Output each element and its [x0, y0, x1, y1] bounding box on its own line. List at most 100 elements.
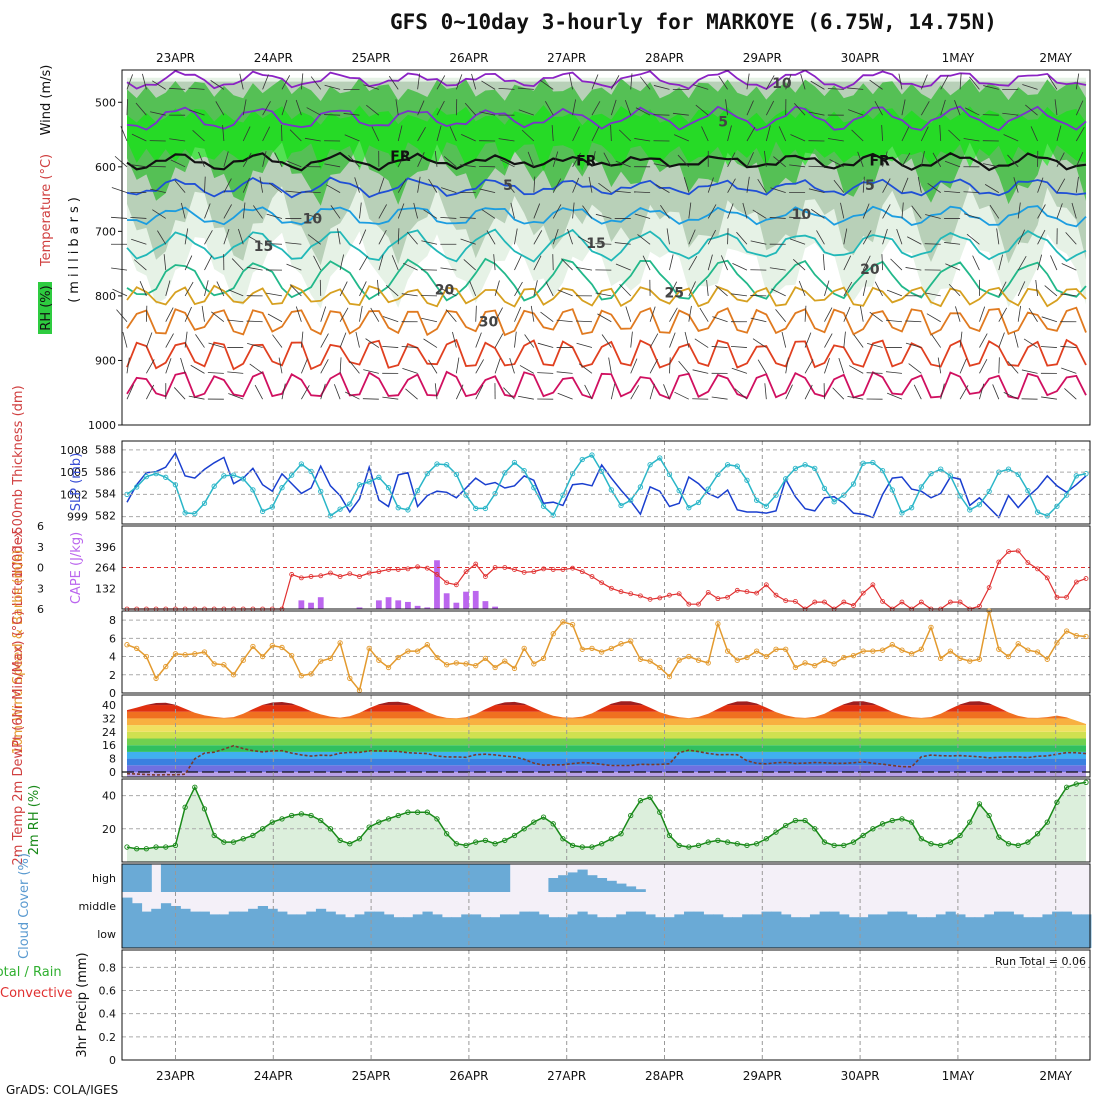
wind-barb — [382, 316, 399, 323]
wind-barb — [262, 101, 271, 116]
wind-barb — [533, 203, 541, 219]
cloud-bar-low — [567, 920, 579, 948]
wind-barb — [769, 217, 786, 219]
wind-barb — [998, 254, 1004, 271]
slp-point — [831, 499, 837, 505]
slp-tick-label: 1008 — [60, 444, 88, 457]
wind-speed-point — [657, 664, 663, 671]
cloud-bar-low — [383, 920, 394, 948]
wind-speed-point — [385, 664, 392, 671]
rh2m-point — [734, 841, 740, 847]
cape-bar — [317, 597, 324, 609]
wind-barb — [750, 240, 767, 245]
cloud-bar-middle — [819, 911, 830, 920]
slp-point — [192, 510, 198, 517]
cloud-bar-high — [432, 864, 443, 892]
wind-barb — [572, 177, 580, 193]
contour-label: 20 — [435, 282, 455, 298]
wind-barb — [204, 203, 211, 219]
cloud-bar-low — [654, 920, 666, 948]
wind-barb — [545, 101, 554, 116]
wind-barb — [731, 293, 748, 297]
cloud-bar-low — [955, 920, 966, 948]
wind-barb — [804, 332, 812, 348]
date-label-bottom: 29APR — [743, 1069, 782, 1083]
lifted-index-point — [647, 596, 653, 602]
rh2m-point — [957, 832, 963, 839]
wind-barb — [983, 163, 999, 168]
wind-barb — [514, 331, 517, 348]
rh2m-point — [666, 832, 673, 839]
cloud-bar-low — [616, 920, 627, 948]
date-label-top: 1MAY — [942, 51, 975, 65]
wind10m-frame — [121, 610, 1091, 694]
wind-barb — [441, 288, 457, 297]
wind-barb — [677, 154, 690, 168]
wind-barb — [964, 213, 980, 219]
wind-barb — [514, 255, 522, 271]
wind-speed-point — [879, 647, 886, 653]
lifted-index-point — [783, 598, 789, 604]
wind-speed-point — [308, 671, 314, 677]
wind-barb — [750, 317, 767, 323]
wind-barb — [320, 359, 329, 374]
wind-barb — [227, 371, 244, 374]
wind-barb — [365, 338, 380, 348]
wind-barb — [874, 281, 883, 297]
wind-barb — [286, 160, 302, 168]
thickness-tick-label: 586 — [95, 466, 116, 479]
cloud-bar-high — [286, 864, 298, 892]
wind-barb — [406, 231, 418, 245]
wind-barb — [642, 255, 651, 271]
cloud-bar-middle — [248, 908, 259, 920]
wind-barb — [1056, 125, 1062, 142]
wind-barb — [862, 230, 872, 245]
rh2m-point — [473, 839, 479, 845]
lifted-index-point — [512, 567, 517, 572]
wind-barb — [595, 292, 612, 297]
slp-point — [986, 488, 992, 495]
wind-barb — [301, 385, 310, 400]
wind-barb — [927, 183, 941, 193]
wind-speed-point — [201, 649, 208, 655]
wind-speed-point — [792, 664, 799, 671]
wind-barb — [630, 358, 638, 374]
wind-barb — [731, 367, 748, 374]
temperature-band — [127, 758, 1086, 766]
cloud-bar-high — [616, 883, 627, 892]
rh2m-point — [986, 812, 992, 819]
cloud-bar-high — [180, 864, 191, 892]
wind-barb — [417, 73, 421, 90]
wind-barb — [1023, 338, 1038, 348]
cloud-bar-low — [761, 920, 772, 948]
wind-barb — [1061, 263, 1077, 271]
cloud-bar-high — [277, 864, 288, 892]
wind-barb — [992, 384, 1000, 400]
wind-speed-point — [230, 672, 237, 678]
rh-shading-bright — [127, 105, 1086, 172]
wind-barb — [524, 334, 535, 348]
cloud-bar-low — [635, 920, 646, 948]
date-label-top: 23APR — [156, 51, 195, 65]
wind-barb — [533, 230, 543, 245]
slp-point — [695, 499, 702, 506]
wind-barb — [969, 76, 980, 90]
lifted-index-point — [812, 599, 818, 605]
lifted-index-point — [851, 603, 856, 608]
wind-barb — [428, 178, 438, 193]
wind-barb — [242, 202, 246, 219]
upper-air-wind-barbs — [110, 73, 1085, 400]
wind-speed-point — [967, 658, 973, 664]
wind-barb — [706, 279, 709, 296]
cloud-bar-middle — [916, 917, 927, 920]
wind-barb — [180, 202, 186, 219]
wind-speed-point — [666, 673, 673, 680]
wind-barb — [1021, 369, 1038, 374]
lifted-index-point — [1035, 566, 1040, 572]
cloud-bar-low — [422, 920, 433, 948]
wind-barb — [262, 126, 271, 142]
wind-barb — [582, 205, 593, 219]
cloud-bar-middle — [848, 917, 859, 920]
wind-barb — [757, 178, 767, 193]
